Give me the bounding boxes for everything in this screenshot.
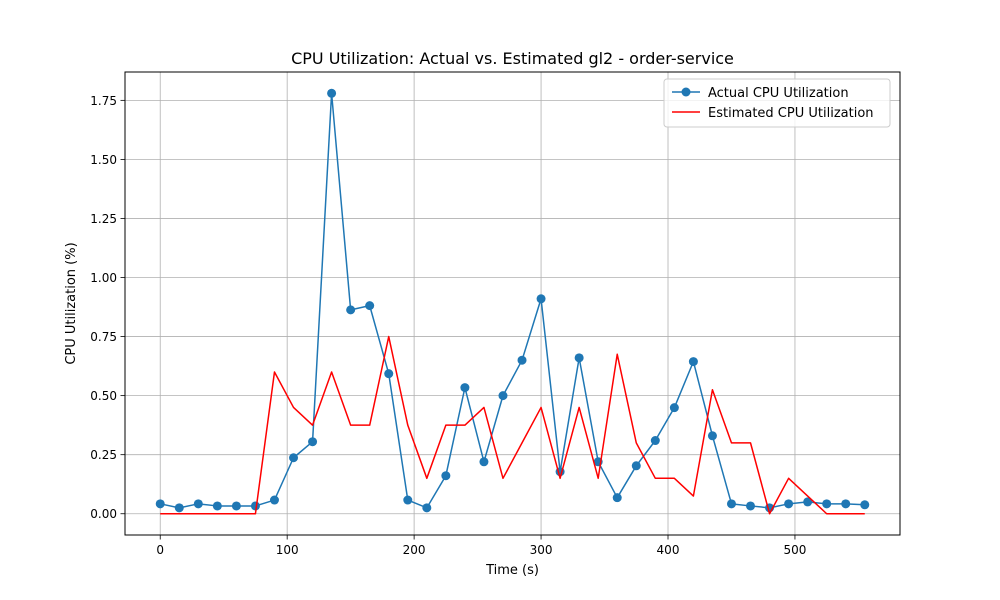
x-tick-label: 100 bbox=[276, 543, 299, 557]
data-point-actual bbox=[612, 493, 622, 503]
data-point-actual bbox=[707, 431, 717, 441]
data-point-actual bbox=[155, 499, 165, 509]
data-point-actual bbox=[650, 436, 660, 446]
ticks: 0 100 200 300 400 500 0.00 0.25 0.50 0.75 1.00 1.25… bbox=[90, 94, 806, 557]
x-tick-label: 400 bbox=[657, 543, 680, 557]
y-tick-label: 1.00 bbox=[90, 271, 117, 285]
x-tick-label: 200 bbox=[403, 543, 426, 557]
data-point-actual bbox=[231, 501, 241, 511]
data-point-actual bbox=[688, 357, 698, 367]
y-tick-label: 0.50 bbox=[90, 389, 117, 403]
data-point-actual bbox=[289, 453, 299, 463]
data-point-actual bbox=[308, 437, 318, 447]
data-point-actual bbox=[422, 503, 432, 513]
data-point-actual bbox=[822, 499, 832, 509]
series-line-estimated bbox=[160, 335, 865, 515]
x-axis-label: Time (s) bbox=[485, 563, 539, 578]
y-tick-label: 0.00 bbox=[90, 507, 117, 521]
grid bbox=[125, 72, 900, 535]
data-point-actual bbox=[669, 403, 679, 413]
data-point-actual bbox=[803, 497, 813, 507]
data-point-actual bbox=[365, 301, 375, 311]
data-point-actual bbox=[784, 499, 794, 509]
data-point-actual bbox=[212, 501, 222, 511]
y-axis-label: CPU Utilization (%) bbox=[64, 242, 79, 364]
x-tick-label: 0 bbox=[156, 543, 164, 557]
chart-title: CPU Utilization: Actual vs. Estimated gl… bbox=[291, 49, 734, 68]
data-point-actual bbox=[498, 391, 508, 401]
x-tick-label: 500 bbox=[783, 543, 806, 557]
data-point-actual bbox=[441, 471, 451, 481]
data-point-actual bbox=[517, 355, 527, 365]
legend-label-actual: Actual CPU Utilization bbox=[708, 86, 849, 101]
data-point-actual bbox=[631, 461, 641, 471]
data-point-actual bbox=[193, 499, 203, 509]
data-point-actual bbox=[536, 294, 546, 304]
data-point-actual bbox=[726, 499, 736, 509]
y-tick-label: 1.25 bbox=[90, 212, 117, 226]
series-layer bbox=[155, 88, 870, 515]
y-tick-label: 1.50 bbox=[90, 153, 117, 167]
data-point-actual bbox=[479, 457, 489, 467]
data-point-actual bbox=[174, 503, 184, 513]
data-point-actual bbox=[841, 499, 851, 509]
plot-frame bbox=[124, 71, 901, 536]
y-tick-label: 1.75 bbox=[90, 94, 117, 108]
data-point-actual bbox=[327, 88, 337, 98]
legend-marker-actual bbox=[681, 87, 691, 97]
data-point-actual bbox=[746, 501, 756, 511]
y-tick-label: 0.75 bbox=[90, 330, 117, 344]
data-point-actual bbox=[346, 305, 356, 315]
y-tick-label: 0.25 bbox=[90, 448, 117, 462]
legend-label-estimated: Estimated CPU Utilization bbox=[708, 106, 874, 121]
data-point-actual bbox=[250, 501, 260, 511]
x-tick-label: 300 bbox=[530, 543, 553, 557]
data-point-actual bbox=[269, 495, 279, 505]
data-point-actual bbox=[403, 495, 413, 505]
data-point-actual bbox=[860, 500, 870, 510]
data-point-actual bbox=[574, 353, 584, 363]
legend-box bbox=[663, 78, 891, 128]
data-point-actual bbox=[384, 369, 394, 379]
legend: Actual CPU Utilization Estimated CPU Uti… bbox=[663, 78, 891, 128]
data-point-actual bbox=[460, 383, 470, 393]
